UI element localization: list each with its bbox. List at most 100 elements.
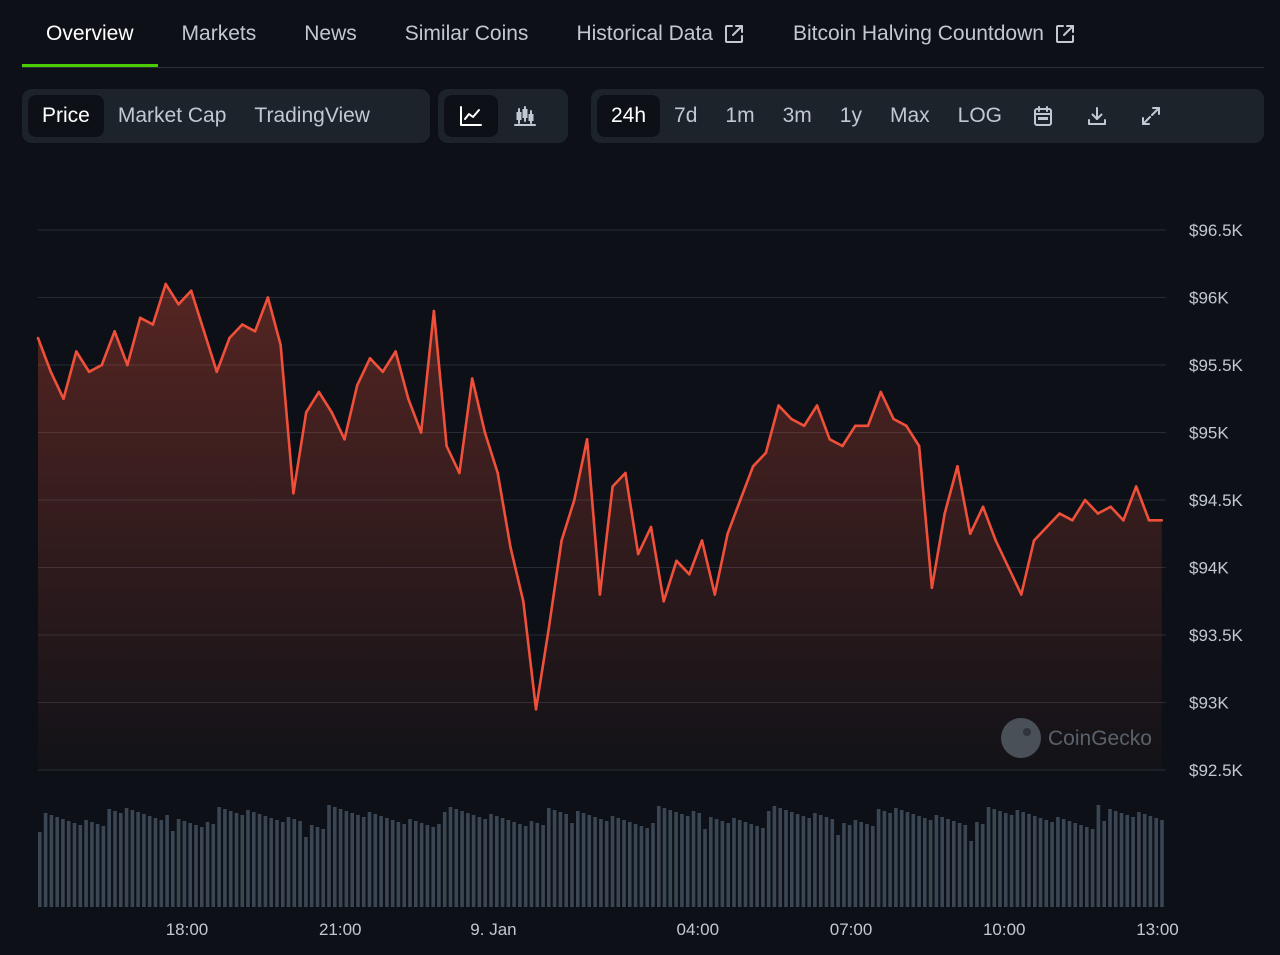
y-tick-label: $93K bbox=[1189, 694, 1229, 713]
volume-bar bbox=[899, 810, 904, 907]
tradingview-button[interactable]: TradingView bbox=[254, 104, 370, 127]
volume-bar bbox=[685, 816, 690, 907]
volume-bar bbox=[680, 814, 684, 907]
volume-bar bbox=[662, 808, 667, 907]
log-scale-button[interactable]: LOG bbox=[957, 104, 1003, 127]
candlestick-chart-icon bbox=[513, 105, 537, 127]
price-point bbox=[1134, 485, 1138, 488]
price-point bbox=[560, 539, 563, 542]
price-point bbox=[790, 417, 793, 421]
price-point bbox=[164, 282, 167, 286]
volume-bar bbox=[865, 824, 869, 907]
range-24h-button[interactable]: 24h bbox=[597, 95, 661, 137]
volume-bar bbox=[147, 816, 152, 907]
volume-bar bbox=[940, 817, 944, 907]
tab-bitcoin-halving-countdown[interactable]: Bitcoin Halving Countdown bbox=[769, 0, 1100, 67]
volume-bar bbox=[390, 820, 395, 907]
tab-news[interactable]: News bbox=[280, 0, 381, 67]
watermark-text: CoinGecko bbox=[1048, 727, 1152, 750]
volume-bar bbox=[1015, 810, 1020, 907]
volume-bar bbox=[657, 806, 661, 907]
line-chart-icon bbox=[459, 105, 483, 127]
fullscreen-button[interactable] bbox=[1124, 95, 1178, 137]
volume-bar bbox=[49, 815, 54, 907]
volume-bar bbox=[471, 815, 476, 907]
volume-bar bbox=[847, 825, 852, 907]
price-point bbox=[1045, 525, 1049, 529]
price-point bbox=[815, 404, 819, 407]
price-points bbox=[36, 282, 1164, 711]
volume-bar bbox=[66, 821, 71, 907]
price-point bbox=[241, 323, 244, 326]
range-1y-button[interactable]: 1y bbox=[839, 104, 862, 127]
volume-bar bbox=[240, 815, 245, 907]
tab-overview[interactable]: Overview bbox=[22, 0, 158, 67]
volume-bar bbox=[755, 826, 759, 907]
volume-bar bbox=[766, 811, 771, 907]
volume-bar bbox=[795, 814, 800, 907]
price-point bbox=[726, 532, 729, 536]
calendar-button[interactable] bbox=[1016, 95, 1070, 137]
volume-bar bbox=[165, 815, 169, 907]
range-7d-button[interactable]: 7d bbox=[674, 104, 698, 127]
volume-bar bbox=[1131, 817, 1135, 907]
price-point bbox=[189, 289, 193, 293]
price-point bbox=[777, 404, 780, 407]
volume-bar bbox=[84, 820, 88, 907]
volume-bar bbox=[593, 817, 597, 907]
price-button[interactable]: Price bbox=[28, 95, 104, 137]
tab-historical-data[interactable]: Historical Data bbox=[552, 0, 769, 67]
volume-bar bbox=[853, 820, 858, 907]
volume-bar bbox=[246, 810, 250, 907]
price-point bbox=[713, 593, 717, 596]
candlestick-chart-button[interactable] bbox=[498, 95, 552, 137]
price-point bbox=[675, 559, 678, 563]
price-point bbox=[943, 512, 946, 515]
volume-bar bbox=[333, 807, 337, 907]
y-tick-label: $94K bbox=[1189, 559, 1229, 578]
price-chart[interactable]: $96.5K $96K $95.5K $95K $94.5K $94K $93.5K $93K… bbox=[0, 150, 1280, 955]
price-point bbox=[355, 383, 359, 387]
tab-similar-coins[interactable]: Similar Coins bbox=[381, 0, 553, 67]
tab-markets[interactable]: Markets bbox=[158, 0, 281, 67]
price-point bbox=[662, 599, 666, 603]
volume-bar bbox=[1067, 821, 1072, 907]
price-point bbox=[36, 336, 40, 340]
x-tick-label: 18:00 bbox=[166, 920, 209, 939]
price-point bbox=[368, 356, 372, 360]
y-tick-label: $94.5K bbox=[1189, 491, 1244, 510]
download-button[interactable] bbox=[1070, 95, 1124, 137]
price-point bbox=[1109, 505, 1112, 509]
volume-bar bbox=[790, 812, 794, 907]
volume-bar bbox=[506, 820, 511, 907]
price-point bbox=[407, 397, 410, 401]
range-3m-button[interactable]: 3m bbox=[782, 104, 812, 127]
range-1m-button[interactable]: 1m bbox=[725, 104, 755, 127]
volume-bar bbox=[136, 812, 140, 907]
volume-bar bbox=[500, 818, 505, 907]
price-point bbox=[381, 370, 385, 374]
price-point bbox=[611, 485, 614, 488]
volume-bar bbox=[1085, 827, 1089, 907]
volume-bar bbox=[599, 819, 603, 907]
range-max-button[interactable]: Max bbox=[889, 104, 930, 127]
y-tick-label: $95K bbox=[1189, 424, 1229, 443]
volume-bar bbox=[905, 812, 910, 907]
volume-bar bbox=[315, 827, 320, 907]
volume-bar bbox=[124, 808, 129, 907]
volume-bar bbox=[674, 812, 678, 907]
volume-bar bbox=[1125, 815, 1130, 907]
price-point bbox=[1019, 593, 1023, 596]
volume-bar bbox=[419, 823, 424, 907]
volume-bar bbox=[414, 821, 418, 907]
price-point bbox=[598, 593, 602, 596]
price-point bbox=[917, 444, 921, 448]
price-point bbox=[521, 599, 525, 603]
price-point bbox=[968, 532, 972, 536]
volume-bar bbox=[442, 812, 447, 907]
market-cap-button[interactable]: Market Cap bbox=[117, 104, 227, 127]
volume-bar bbox=[639, 826, 644, 907]
x-tick-label: 21:00 bbox=[319, 920, 362, 939]
line-chart-button[interactable] bbox=[444, 95, 498, 137]
y-tick-label: $96K bbox=[1189, 289, 1229, 308]
